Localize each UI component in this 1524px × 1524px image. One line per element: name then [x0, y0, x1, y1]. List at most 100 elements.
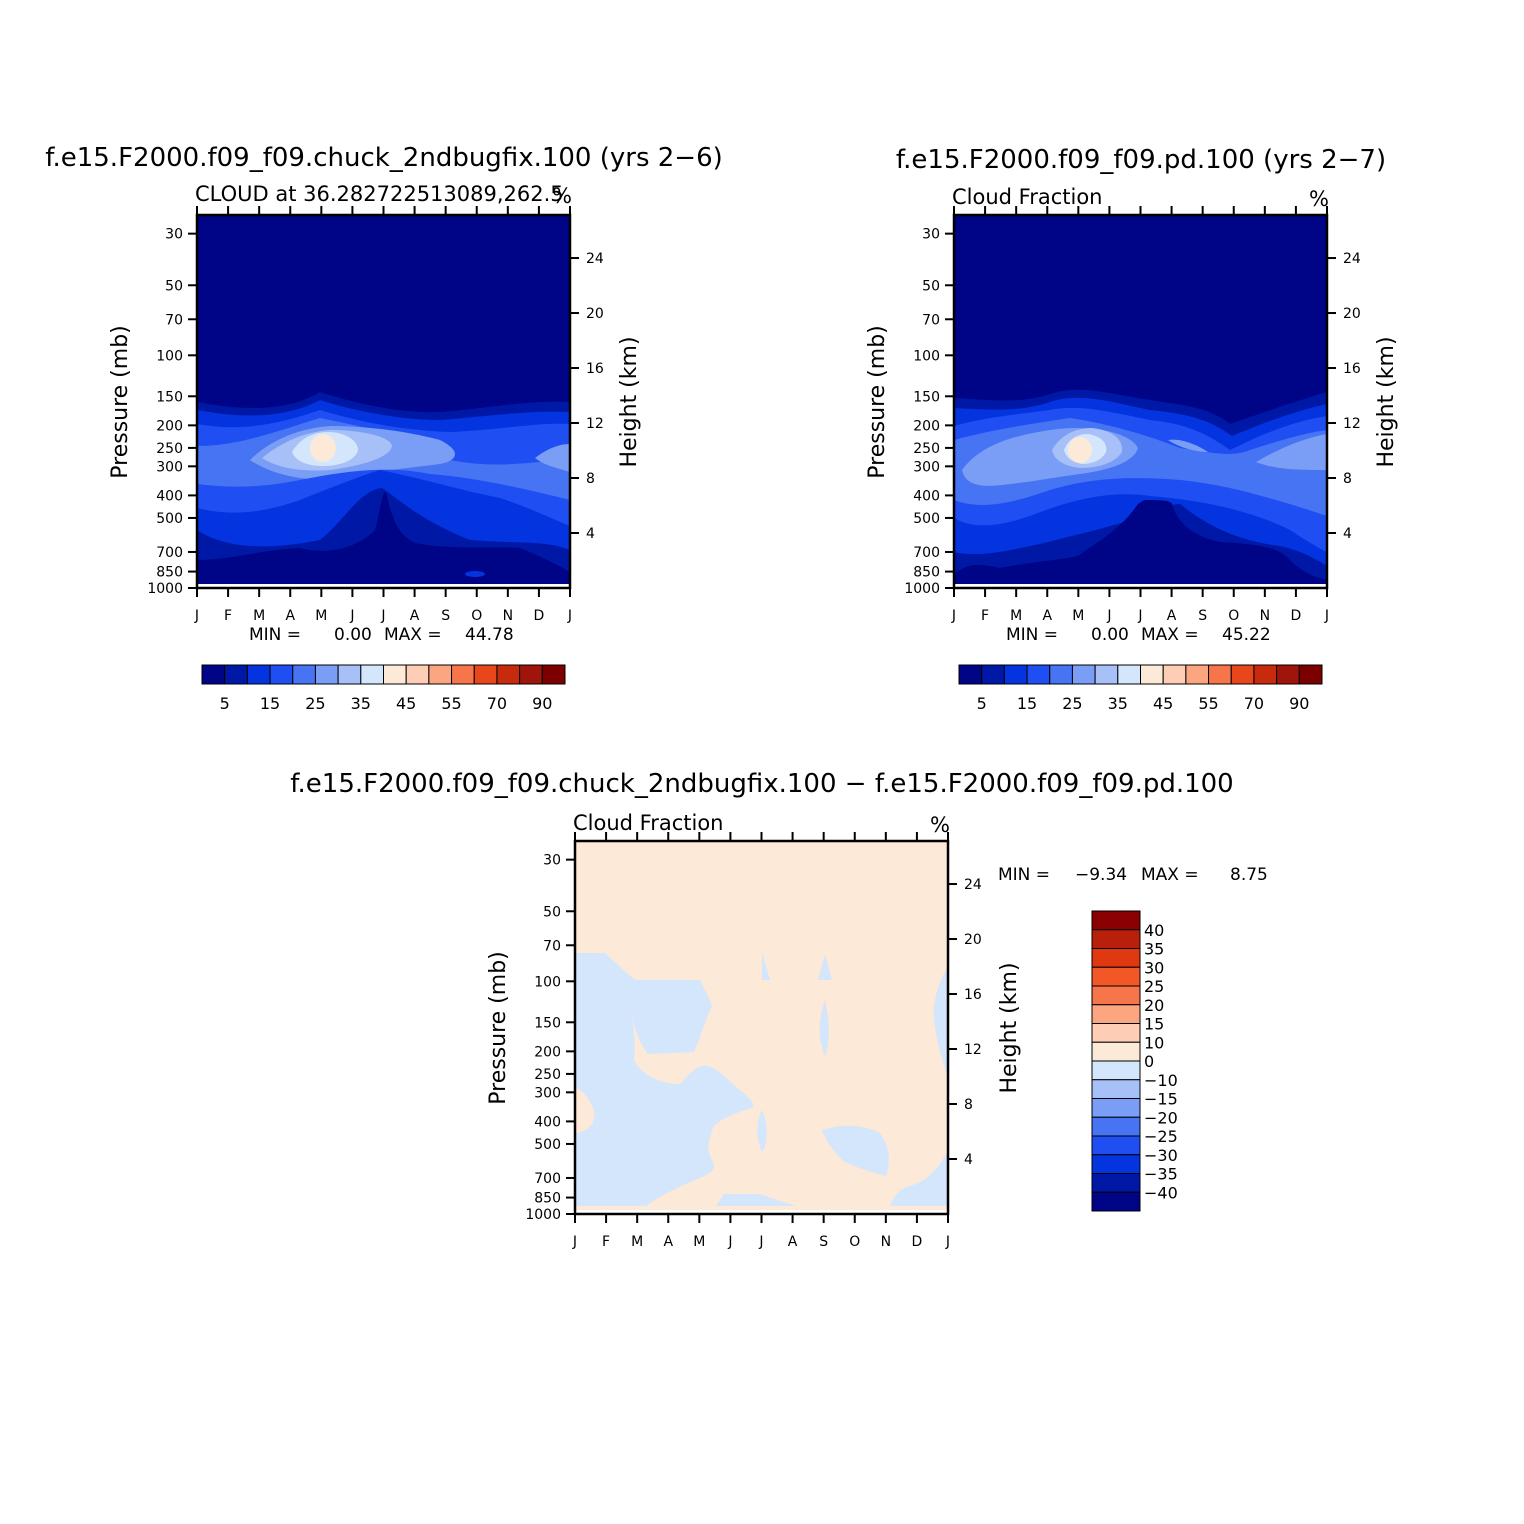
panel-title: f.e15.F2000.f09_f09.chuck_2ndbugfix.100 … — [45, 143, 723, 173]
x-tick-label: A — [788, 1234, 798, 1250]
y-tick-label: 300 — [156, 459, 183, 475]
contour-band-surface-min — [197, 491, 570, 588]
min-value: −9.34 — [1075, 865, 1127, 885]
y-tick-label: 30 — [922, 227, 940, 243]
colorbar-label: 70 — [1244, 694, 1264, 713]
contour-field — [575, 841, 948, 1214]
x-tick-label: J — [349, 608, 354, 624]
colorbar-label: 30 — [1144, 958, 1164, 977]
colorbar-box — [1026, 664, 1051, 685]
min-label: MIN = — [1006, 625, 1058, 645]
colorbar-label: 25 — [305, 694, 325, 713]
y2-ticks: 24 20 16 12 8 4 — [948, 877, 982, 1168]
y2-tick-label: 20 — [586, 306, 604, 322]
x-tick-label: J — [727, 1234, 732, 1250]
y-tick-label: 300 — [534, 1085, 561, 1101]
x-tick-label: J — [194, 608, 199, 624]
colorbar-box — [1091, 948, 1141, 968]
colorbar-box — [1094, 664, 1119, 685]
contour-band-right-edge — [1256, 434, 1327, 470]
y-axis-height: 24 20 16 12 8 4 — [1327, 251, 1361, 542]
colorbar-box — [360, 664, 384, 685]
colorbar-box — [269, 664, 294, 685]
colorbar-box — [1298, 664, 1323, 685]
y-axis-label: Pressure (mb) — [865, 325, 890, 479]
min-value: 0.00 — [334, 625, 372, 645]
y-tick-label: 700 — [913, 545, 940, 561]
y2-axis-label: Height (km) — [617, 336, 642, 467]
x-tick-label: J — [758, 1234, 763, 1250]
colorbar-box — [1091, 1023, 1141, 1043]
colorbar-label: 35 — [351, 694, 371, 713]
colorbar-label: 15 — [1017, 694, 1037, 713]
colorbar-label: 25 — [1144, 977, 1164, 996]
colorbar-box — [1091, 910, 1141, 931]
x-tick-label: A — [285, 608, 295, 624]
y2-tick-label: 24 — [586, 251, 604, 267]
y2-tick-label: 24 — [964, 877, 982, 893]
panel-subtitle: CLOUD at 36.282722513089,262.5 — [195, 182, 564, 206]
x-tick-label: A — [663, 1234, 673, 1250]
min-label: MIN = — [998, 865, 1050, 885]
colorbar-box — [1276, 664, 1300, 685]
colorbar-box — [1091, 1098, 1141, 1118]
x-tick-label: O — [1228, 608, 1239, 624]
contour-band-40-45 — [310, 434, 336, 462]
colorbar-label: 35 — [1144, 940, 1164, 959]
min-max-stats: MIN = 0.00 MAX = 45.22 — [1006, 625, 1271, 645]
y-axis-height: 24 20 16 12 8 4 — [570, 251, 604, 542]
colorbar-label: 20 — [1144, 996, 1164, 1015]
max-label: MAX = — [1141, 865, 1199, 885]
y2-tick-label: 4 — [964, 1152, 973, 1168]
y-tick-label: 50 — [543, 904, 561, 920]
colorbar-box — [314, 664, 339, 685]
contour-band-filament — [1168, 439, 1208, 452]
y-tick-label: 30 — [165, 227, 183, 243]
x-tick-label: A — [1167, 608, 1177, 624]
x-tick-label: J — [945, 1234, 950, 1250]
y-tick-label: 850 — [534, 1191, 561, 1207]
y2-tick-label: 8 — [1343, 471, 1352, 487]
y-tick-label: 1000 — [904, 581, 940, 597]
y2-ticks: 24 20 16 12 8 4 — [570, 251, 604, 542]
colorbar-label: 45 — [1153, 694, 1173, 713]
min-value: 0.00 — [1091, 625, 1129, 645]
y2-tick-label: 8 — [964, 1097, 973, 1113]
colorbar-box — [1091, 985, 1141, 1006]
y-tick-label: 50 — [165, 278, 183, 294]
colorbar-label: 5 — [220, 694, 230, 713]
colorbar-box — [1140, 664, 1164, 685]
colorbar-box — [405, 664, 430, 685]
colorbar-label: 55 — [441, 694, 461, 713]
panel-case1: f.e15.F2000.f09_f09.chuck_2ndbugfix.100 … — [45, 143, 723, 713]
x-tick-label: M — [693, 1234, 705, 1250]
colorbar-label: 0 — [1144, 1052, 1154, 1071]
y2-tick-label: 16 — [586, 361, 604, 377]
y2-tick-label: 12 — [586, 416, 604, 432]
y-tick-label: 150 — [534, 1015, 561, 1031]
x-tick-label: J — [1324, 608, 1329, 624]
colorbar-label: 55 — [1198, 694, 1218, 713]
colorbar-label: 40 — [1144, 921, 1164, 940]
y2-tick-label: 12 — [1343, 416, 1361, 432]
y-tick-label: 250 — [913, 441, 940, 457]
contour-band-neg-sliver-4 — [757, 1110, 767, 1152]
y-tick-label: 30 — [543, 853, 561, 869]
contour-band-neg-sliver-1 — [762, 952, 770, 980]
x-tick-label: M — [253, 608, 265, 624]
x-tick-label: D — [1291, 608, 1302, 624]
x-tick-label: O — [471, 608, 482, 624]
below-surface-mask — [575, 1210, 948, 1214]
y2-tick-label: 20 — [964, 932, 982, 948]
colorbar-box — [292, 664, 316, 685]
colorbar-box — [1091, 1191, 1141, 1212]
panel-subtitle: Cloud Fraction — [573, 811, 724, 835]
max-value: 8.75 — [1230, 865, 1268, 885]
